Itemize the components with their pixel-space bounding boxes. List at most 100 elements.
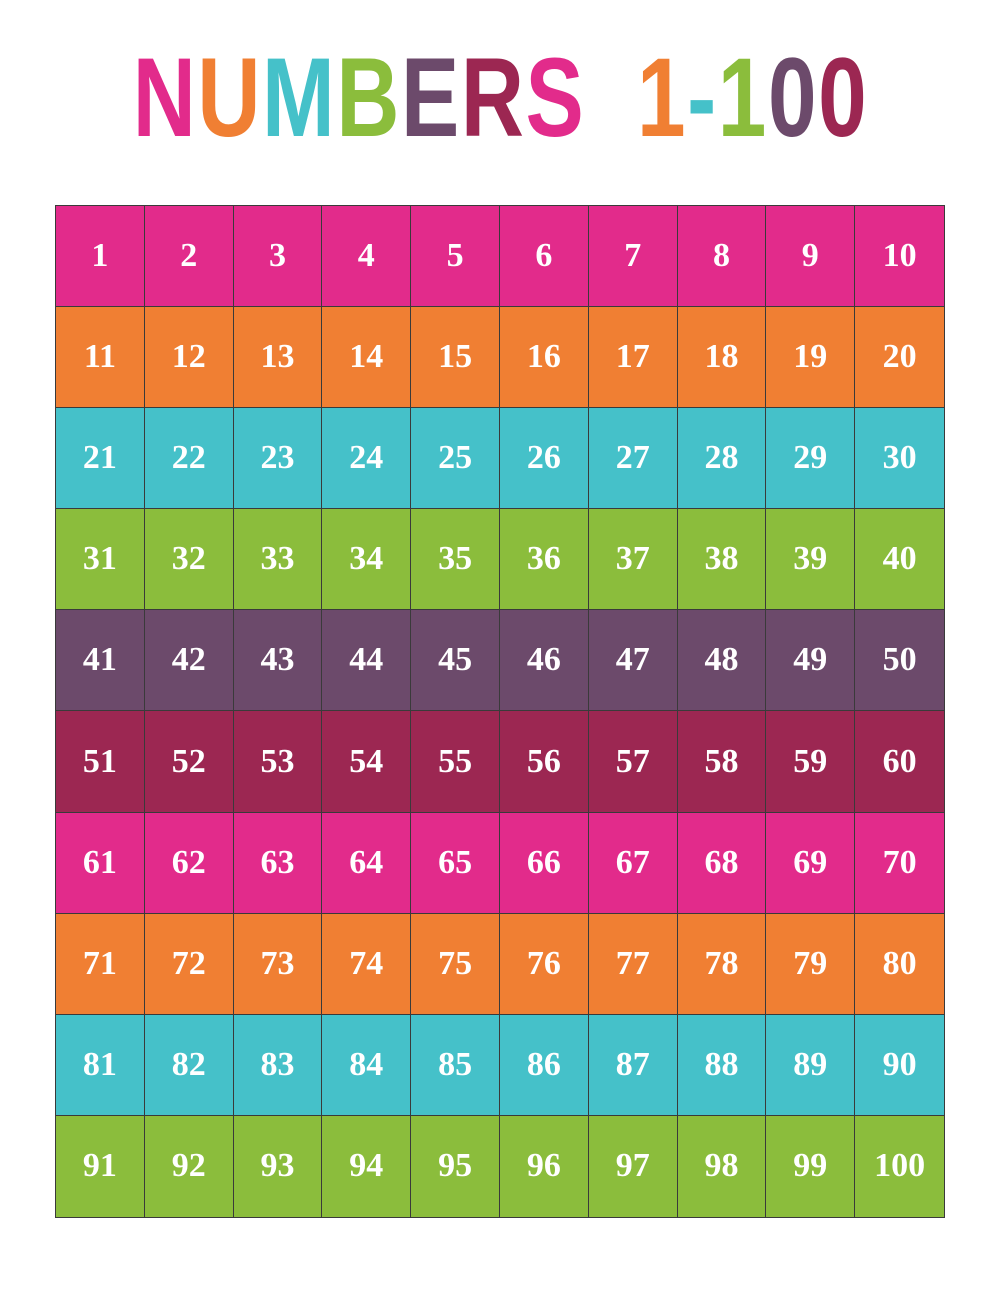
number-cell: 19 (766, 307, 856, 409)
number-cell: 92 (144, 1115, 234, 1217)
number-cell: 64 (322, 812, 412, 914)
number-cell: 78 (677, 913, 767, 1015)
title-letter: 1 (636, 35, 687, 160)
number-cell: 43 (233, 610, 323, 712)
number-cell: 15 (411, 307, 500, 409)
number-cell: 65 (411, 812, 500, 914)
number-cell: 59 (766, 711, 856, 813)
number-cell: 80 (855, 913, 944, 1015)
number-cell: 54 (322, 711, 412, 813)
number-cell: 52 (144, 711, 234, 813)
title-letter: S (525, 35, 585, 160)
number-cell: 72 (144, 913, 234, 1015)
number-cell: 25 (411, 408, 500, 510)
title-letter: 0 (817, 35, 868, 160)
title-letter: - (686, 35, 718, 160)
number-cell: 89 (766, 1014, 856, 1116)
number-cell: 76 (500, 913, 589, 1015)
number-cell: 30 (855, 408, 944, 510)
title-letter: 0 (767, 35, 818, 160)
number-cell: 70 (855, 812, 944, 914)
number-cell: 13 (233, 307, 323, 409)
number-cell: 79 (766, 913, 856, 1015)
title-letter: M (261, 35, 336, 160)
number-cell: 8 (677, 206, 767, 308)
number-cell: 71 (56, 913, 145, 1015)
number-cell: 37 (588, 509, 678, 611)
number-cell: 75 (411, 913, 500, 1015)
number-cell: 68 (677, 812, 767, 914)
number-cell: 17 (588, 307, 678, 409)
number-cell: 38 (677, 509, 767, 611)
number-cell: 100 (855, 1115, 944, 1217)
number-cell: 73 (233, 913, 323, 1015)
number-cell: 47 (588, 610, 678, 712)
number-cell: 34 (322, 509, 412, 611)
number-cell: 49 (766, 610, 856, 712)
number-cell: 66 (500, 812, 589, 914)
number-cell: 23 (233, 408, 323, 510)
number-cell: 98 (677, 1115, 767, 1217)
number-cell: 28 (677, 408, 767, 510)
number-cell: 53 (233, 711, 323, 813)
number-cell: 27 (588, 408, 678, 510)
number-cell: 95 (411, 1115, 500, 1217)
number-cell: 74 (322, 913, 412, 1015)
number-cell: 60 (855, 711, 944, 813)
number-cell: 62 (144, 812, 234, 914)
number-cell: 39 (766, 509, 856, 611)
number-cell: 26 (500, 408, 589, 510)
number-cell: 29 (766, 408, 856, 510)
number-cell: 36 (500, 509, 589, 611)
number-cell: 63 (233, 812, 323, 914)
number-cell: 42 (144, 610, 234, 712)
number-cell: 40 (855, 509, 944, 611)
number-cell: 44 (322, 610, 412, 712)
number-cell: 2 (144, 206, 234, 308)
number-cell: 88 (677, 1014, 767, 1116)
number-cell: 83 (233, 1014, 323, 1116)
number-cell: 33 (233, 509, 323, 611)
number-cell: 41 (56, 610, 145, 712)
number-cell: 12 (144, 307, 234, 409)
number-cell: 81 (56, 1014, 145, 1116)
number-cell: 7 (588, 206, 678, 308)
number-cell: 94 (322, 1115, 412, 1217)
number-cell: 57 (588, 711, 678, 813)
title-letter: B (335, 35, 401, 160)
number-cell: 82 (144, 1014, 234, 1116)
number-cell: 14 (322, 307, 412, 409)
number-cell: 84 (322, 1014, 412, 1116)
number-cell: 5 (411, 206, 500, 308)
number-cell: 51 (56, 711, 145, 813)
number-cell: 21 (56, 408, 145, 510)
number-cell: 20 (855, 307, 944, 409)
number-cell: 86 (500, 1014, 589, 1116)
number-cell: 99 (766, 1115, 856, 1217)
number-cell: 48 (677, 610, 767, 712)
number-cell: 56 (500, 711, 589, 813)
number-cell: 96 (500, 1115, 589, 1217)
number-cell: 4 (322, 206, 412, 308)
title-letter: R (460, 35, 526, 160)
number-cell: 3 (233, 206, 323, 308)
number-cell: 22 (144, 408, 234, 510)
title-letters: NUMBERS 1-100 (132, 42, 868, 154)
number-cell: 16 (500, 307, 589, 409)
number-cell: 58 (677, 711, 767, 813)
hundreds-chart: 1 2 3 4 5 6 7 8 9 10 11 12 13 14 15 16 17 18 19 20 21 22 23 24 2… (55, 205, 945, 1218)
number-cell: 6 (500, 206, 589, 308)
title-letter: E (400, 35, 461, 160)
number-cell: 45 (411, 610, 500, 712)
title-letter: 1 (717, 35, 768, 160)
number-cell: 97 (588, 1115, 678, 1217)
number-cell: 46 (500, 610, 589, 712)
number-cell: 18 (677, 307, 767, 409)
number-cell: 11 (56, 307, 145, 409)
title-letter: N (132, 35, 197, 160)
number-cell: 1 (56, 206, 145, 308)
number-cell: 93 (233, 1115, 323, 1217)
number-cell: 10 (855, 206, 944, 308)
number-cell: 69 (766, 812, 856, 914)
number-cell: 55 (411, 711, 500, 813)
